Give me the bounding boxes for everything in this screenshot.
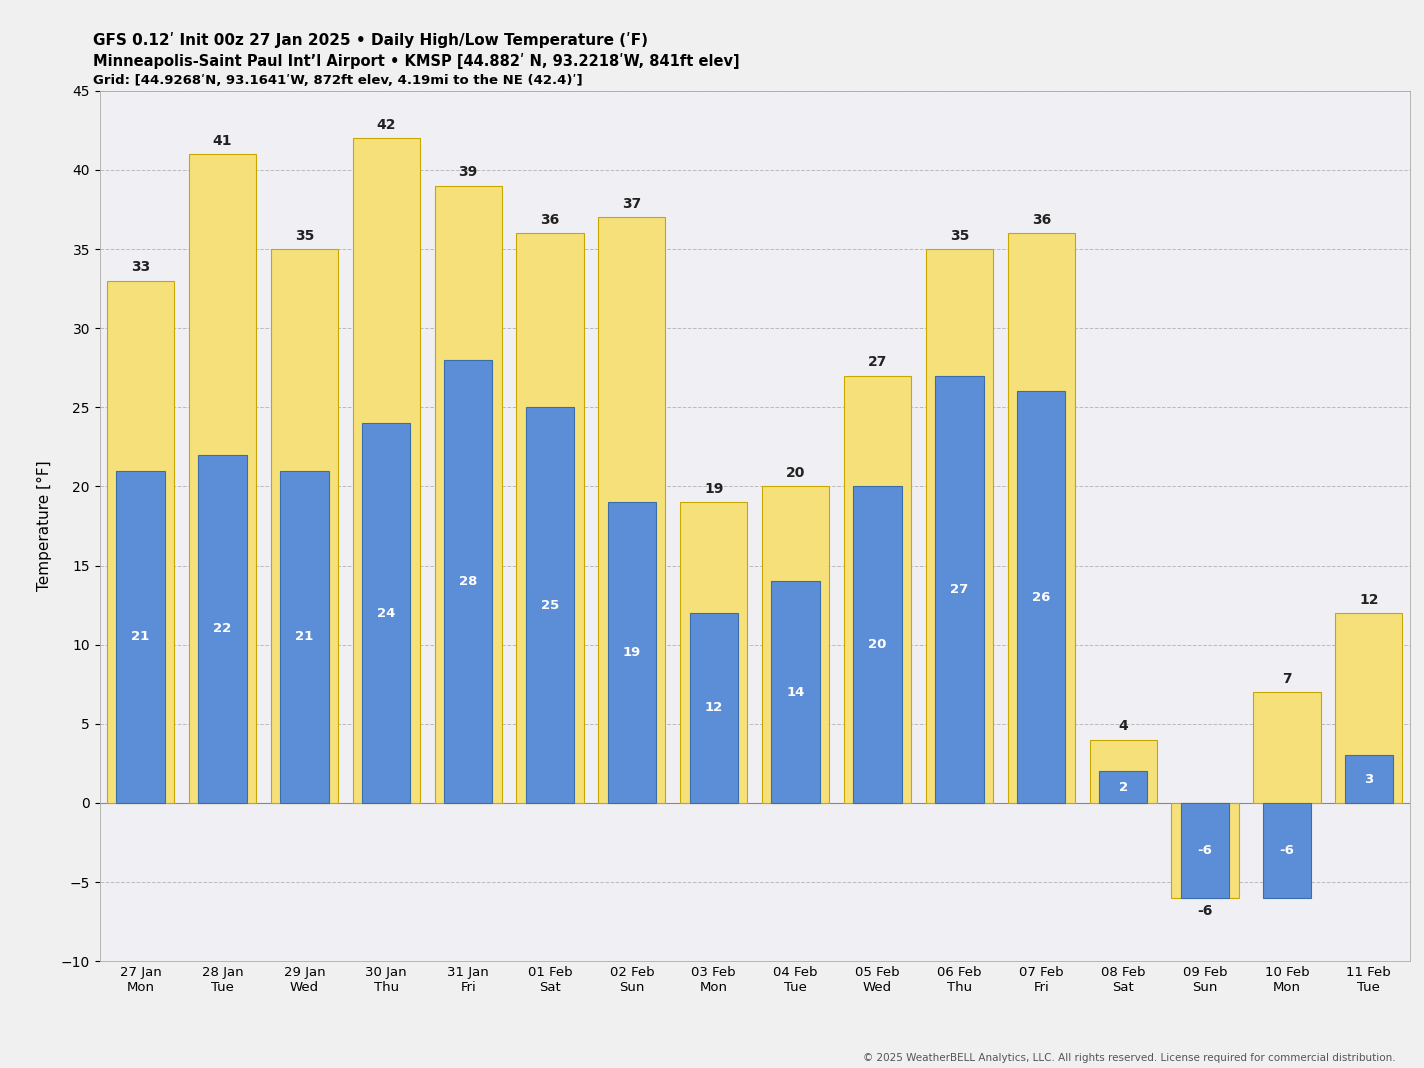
- Text: 36: 36: [1031, 213, 1051, 226]
- Bar: [936, 376, 984, 803]
- Text: 37: 37: [622, 198, 642, 211]
- Bar: [608, 502, 656, 803]
- Bar: [1172, 803, 1239, 898]
- Text: Minneapolis-Saint Paul Int’l Airport • KMSP [44.882ʹ N, 93.2218ʹW, 841ft elev]: Minneapolis-Saint Paul Int’l Airport • K…: [93, 53, 739, 69]
- Bar: [107, 281, 174, 803]
- Text: 12: 12: [705, 702, 723, 714]
- Text: 28: 28: [459, 575, 477, 587]
- Text: 24: 24: [377, 607, 396, 619]
- Text: -6: -6: [1198, 844, 1212, 857]
- Bar: [1089, 740, 1156, 803]
- Text: 25: 25: [541, 599, 560, 612]
- Text: 21: 21: [295, 630, 313, 643]
- Text: 27: 27: [950, 583, 968, 596]
- Text: © 2025 WeatherBELL Analytics, LLC. All rights reserved. License required for com: © 2025 WeatherBELL Analytics, LLC. All r…: [863, 1053, 1396, 1063]
- Bar: [1099, 771, 1148, 803]
- Text: 7: 7: [1282, 672, 1292, 686]
- Y-axis label: Temperature [°F]: Temperature [°F]: [37, 460, 53, 592]
- Bar: [1017, 392, 1065, 803]
- Bar: [117, 471, 165, 803]
- Text: 35: 35: [950, 229, 970, 242]
- Text: 19: 19: [703, 482, 723, 496]
- Bar: [271, 249, 337, 803]
- Bar: [853, 486, 901, 803]
- Bar: [525, 407, 574, 803]
- Text: 42: 42: [376, 117, 396, 132]
- Bar: [762, 486, 829, 803]
- Bar: [844, 376, 911, 803]
- Bar: [689, 613, 738, 803]
- Bar: [926, 249, 993, 803]
- Text: 27: 27: [867, 356, 887, 370]
- Text: 20: 20: [869, 639, 887, 651]
- Bar: [1253, 692, 1320, 803]
- Bar: [1344, 755, 1393, 803]
- Bar: [1008, 233, 1075, 803]
- Bar: [444, 360, 493, 803]
- Bar: [1336, 613, 1403, 803]
- Bar: [681, 502, 748, 803]
- Text: 35: 35: [295, 229, 315, 242]
- Text: 41: 41: [212, 134, 232, 147]
- Text: 4: 4: [1118, 720, 1128, 734]
- Text: 22: 22: [214, 623, 232, 635]
- Text: 33: 33: [131, 261, 151, 274]
- Text: 20: 20: [786, 466, 806, 481]
- Bar: [434, 186, 501, 803]
- Text: GFS 0.12ʹ Init 00z 27 Jan 2025 • Daily High/Low Temperature (ʹF): GFS 0.12ʹ Init 00z 27 Jan 2025 • Daily H…: [93, 32, 648, 48]
- Bar: [1263, 803, 1312, 898]
- Bar: [1180, 803, 1229, 898]
- Text: Grid: [44.9268ʹN, 93.1641ʹW, 872ft elev, 4.19mi to the NE (42.4)ʹ]: Grid: [44.9268ʹN, 93.1641ʹW, 872ft elev,…: [93, 74, 582, 87]
- Bar: [772, 581, 820, 803]
- Text: -6: -6: [1280, 844, 1294, 857]
- Bar: [189, 154, 256, 803]
- Text: 3: 3: [1364, 773, 1373, 786]
- Text: -6: -6: [1198, 905, 1213, 918]
- Text: 19: 19: [622, 646, 641, 659]
- Bar: [362, 423, 410, 803]
- Text: 26: 26: [1032, 591, 1051, 603]
- Text: 14: 14: [786, 686, 805, 698]
- Text: 21: 21: [131, 630, 150, 643]
- Bar: [198, 455, 246, 803]
- Bar: [517, 233, 584, 803]
- Bar: [281, 471, 329, 803]
- Text: 2: 2: [1119, 781, 1128, 794]
- Text: 36: 36: [540, 213, 560, 226]
- Bar: [353, 138, 420, 803]
- Text: 39: 39: [459, 166, 478, 179]
- Bar: [598, 218, 665, 803]
- Text: 12: 12: [1358, 593, 1378, 607]
